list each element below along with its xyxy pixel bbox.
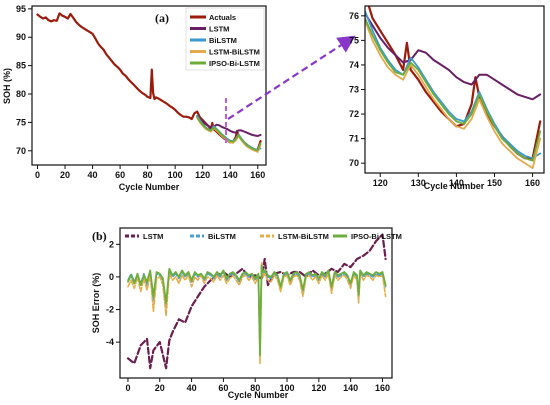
panel-a-zoom-ytick-label: 75 (349, 35, 359, 45)
panel-a-zoom-xtick-label: 160 (525, 178, 540, 188)
panel-a-zoom-grid: 120 130 140 150 160 70 71 72 73 74 75 76 (349, 11, 540, 188)
panel-b-xtick-label: 60 (218, 383, 228, 393)
panel-a-xtick-label: 20 (60, 170, 70, 180)
panel-b-xtick-label: 140 (343, 383, 358, 393)
panel-a-zoom-xtick-label: 140 (449, 178, 464, 188)
panel-a-xtick-label: 40 (88, 170, 98, 180)
panel-a-xtick-label: 80 (143, 170, 153, 180)
panel-b-xtick-label: 0 (125, 383, 130, 393)
panel-b-grid: 0 20 40 60 80 100 120 140 160 -4 -2 0 2 (106, 239, 390, 393)
panel-a-zoom-ytick-label: 76 (349, 11, 359, 21)
panel-a-legend-label: LSTM-BiLSTM (209, 48, 260, 57)
panel-b-legend-label: LSTM-BiLSTM (278, 232, 329, 241)
panel-a-ytick-label: 90 (16, 32, 26, 42)
panel-a-ytick-label: 80 (16, 89, 26, 99)
panel-b-xtick-label: 100 (280, 383, 295, 393)
panel-b-series-lstm (126, 233, 387, 370)
panel-a-legend-label: LSTM (209, 25, 229, 34)
panel-a-legend-label: BiLSTM (209, 36, 237, 45)
panel-a-zoom-ytick-label: 72 (349, 109, 359, 119)
panel-a-zoom-frame (364, 5, 545, 174)
panel-a-ytick-label: 95 (16, 4, 26, 14)
panel-a-zoom-xtick-label: 130 (411, 178, 426, 188)
panel-a-zoom-series-bilstm (365, 10, 542, 160)
panel-b-legend: LSTM BiLSTM LSTM-BiLSTM IPSO-Bi-LSTM (125, 232, 402, 241)
panel-a-xlabel: Cycle Number (119, 182, 180, 192)
panel-b-ytick-label: 0 (109, 272, 114, 282)
panel-a-xtick-label: 160 (250, 170, 265, 180)
panel-b-legend-label: BiLSTM (208, 232, 236, 241)
panel-b-xtick-label: 80 (250, 383, 260, 393)
panel-b-xlabel: Cycle Number (228, 390, 289, 400)
panel-a-xtick-label: 120 (195, 170, 210, 180)
panel-b: 0 20 40 60 80 100 120 140 160 -4 -2 0 2 (b) Cycle Nu… (91, 227, 402, 400)
panel-a-zoom-series-lstm (365, 12, 542, 101)
panel-a-ytick-label: 85 (16, 61, 26, 71)
panel-a-ylabel: SOH (%) (2, 68, 12, 104)
panel-a-zoom-series-actuals (367, 6, 542, 160)
panel-a-zoom: 120 130 140 150 160 70 71 72 73 74 75 76 Cycle Numb… (349, 5, 545, 191)
panel-a-main-frame (31, 5, 267, 166)
panel-a-zoom-series-lstm-bilstm (365, 19, 542, 169)
panel-b-xtick-label: 120 (311, 383, 326, 393)
panel-a-main: 0 20 40 60 80 100 120 140 160 70 75 80 85 90 95 (a) Cy… (2, 4, 356, 192)
panel-a-xtick-label: 140 (223, 170, 238, 180)
panel-b-legend-label: IPSO-Bi-LSTM (351, 232, 402, 241)
panel-a-ytick-label: 70 (16, 146, 26, 156)
panel-b-xtick-label: 40 (187, 383, 197, 393)
panel-a-legend-label: IPSO-Bi-LSTM (209, 59, 260, 68)
panel-b-frame (119, 227, 393, 379)
panel-a-zoom-xlabel: Cycle Number (424, 181, 485, 191)
panel-a-zoom-ytick-label: 70 (349, 158, 359, 168)
panel-b-series-lstm-bilstm (127, 261, 387, 365)
panel-a-main-series (36, 12, 262, 153)
panel-a-xtick-label: 100 (168, 170, 183, 180)
panel-a-zoom-series-ipso-bi-lstm (365, 17, 542, 162)
panel-b-xtick-label: 160 (375, 383, 390, 393)
panel-a-zoom-ytick-label: 71 (349, 134, 359, 144)
panel-a-series-ipso-bi-lstm (196, 116, 262, 152)
panel-a-ytick-label: 75 (16, 117, 26, 127)
panel-a-legend: Actuals LSTM BiLSTM LSTM-BiLSTM IPSO-Bi-LSTM (185, 7, 265, 71)
panel-a-main-grid: 0 20 40 60 80 100 120 140 160 70 75 80 85 90 95 (16, 4, 265, 180)
panel-a-zoom-series (365, 6, 542, 169)
panel-a-series-lstm (196, 115, 262, 137)
panel-a-xtick-label: 60 (115, 170, 125, 180)
panel-b-ytick-label: 2 (109, 239, 114, 249)
panel-b-series-ipso-bi-lstm (127, 264, 387, 357)
panel-b-series (126, 233, 387, 370)
panel-a-legend-label: Actuals (209, 13, 236, 22)
panel-a-label: (a) (155, 11, 169, 25)
panel-a-zoom-ytick-label: 73 (349, 85, 359, 95)
panel-b-xtick-label: 20 (155, 383, 165, 393)
panel-a-xtick-label: 0 (35, 170, 40, 180)
panel-b-ytick-label: -4 (106, 337, 114, 347)
panel-b-ytick-label: -2 (106, 305, 114, 315)
panel-b-label: (b) (92, 229, 107, 243)
panel-a-series-bilstm (196, 114, 262, 151)
zoom-arrow (227, 35, 356, 120)
panel-a-zoom-xtick-label: 120 (373, 178, 388, 188)
panel-a-zoom-ytick-label: 74 (349, 60, 359, 70)
panel-b-legend-label: LSTM (143, 232, 163, 241)
panel-a-zoom-xtick-label: 150 (487, 178, 502, 188)
panel-b-ylabel: SOH Error (%) (91, 273, 101, 334)
